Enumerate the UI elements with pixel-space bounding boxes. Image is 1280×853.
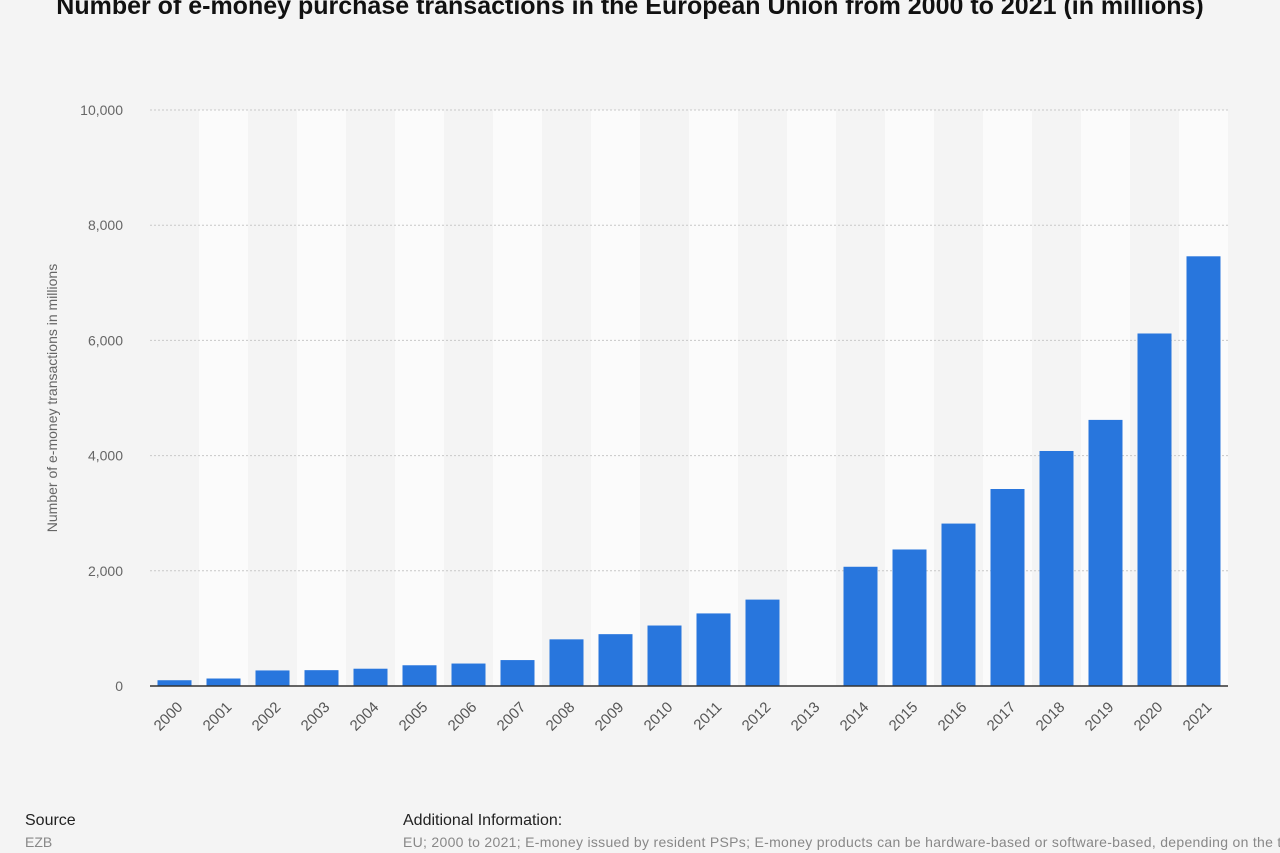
chart-title: Number of e-money purchase transactions … bbox=[56, 0, 1204, 20]
bar-2001 bbox=[206, 678, 241, 686]
x-tick-label: 2020 bbox=[1131, 699, 1167, 735]
y-tick-label: 6,000 bbox=[88, 332, 123, 348]
x-tick-label: 2018 bbox=[1033, 699, 1069, 735]
bar-2019 bbox=[1088, 419, 1123, 686]
y-tick-label: 0 bbox=[115, 678, 123, 694]
y-tick-label: 4,000 bbox=[88, 448, 123, 464]
source-value: EZB bbox=[25, 834, 53, 850]
y-tick-label: 8,000 bbox=[88, 217, 123, 233]
additional-info-label: Additional Information: bbox=[403, 812, 563, 829]
bar-2014 bbox=[843, 566, 878, 686]
bar-2011 bbox=[696, 613, 731, 686]
x-tick-label: 2013 bbox=[788, 699, 824, 735]
bar-2020 bbox=[1137, 333, 1172, 686]
x-tick-label: 2006 bbox=[445, 699, 481, 735]
bar-2007 bbox=[500, 660, 535, 686]
bar-2008 bbox=[549, 639, 584, 686]
x-tick-label: 2010 bbox=[641, 699, 677, 735]
x-tick-label: 2005 bbox=[396, 699, 432, 735]
x-tick-label: 2021 bbox=[1180, 699, 1216, 735]
x-tick-label: 2017 bbox=[984, 699, 1020, 735]
bar-2003 bbox=[304, 670, 339, 686]
y-tick-label: 2,000 bbox=[88, 563, 123, 579]
x-tick-label: 2004 bbox=[347, 699, 383, 735]
bar-2021 bbox=[1186, 256, 1221, 686]
bar-2009 bbox=[598, 634, 633, 686]
bar-2006 bbox=[451, 663, 486, 686]
x-tick-label: 2008 bbox=[543, 699, 579, 735]
x-tick-label: 2009 bbox=[592, 699, 628, 735]
bar-2002 bbox=[255, 670, 290, 686]
bar-2015 bbox=[892, 549, 927, 686]
bar-2012 bbox=[745, 599, 780, 686]
bar-2018 bbox=[1039, 450, 1074, 686]
column-band bbox=[199, 110, 248, 686]
x-tick-label: 2016 bbox=[935, 699, 971, 735]
column-band bbox=[395, 110, 444, 686]
x-tick-label: 2012 bbox=[739, 699, 775, 735]
x-tick-label: 2001 bbox=[200, 699, 236, 735]
additional-info-text: EU; 2000 to 2021; E-money issued by resi… bbox=[403, 834, 1280, 850]
x-tick-label: 2014 bbox=[837, 699, 873, 735]
bar-2004 bbox=[353, 668, 388, 686]
column-band bbox=[493, 110, 542, 686]
bar-2000 bbox=[157, 680, 192, 686]
bar-chart: 0 2,000 4,000 6,000 8,000 10,000 2000 2001 2002 2… bbox=[80, 102, 1228, 735]
x-tick-label: 2000 bbox=[151, 699, 187, 735]
column-band bbox=[787, 110, 836, 686]
x-tick-label: 2011 bbox=[690, 699, 725, 734]
bar-2016 bbox=[941, 523, 976, 686]
column-band bbox=[297, 110, 346, 686]
column-band bbox=[591, 110, 640, 686]
x-tick-label: 2007 bbox=[494, 699, 530, 735]
x-tick-label: 2003 bbox=[298, 699, 334, 735]
bar-2017 bbox=[990, 489, 1025, 686]
x-tick-label: 2015 bbox=[886, 699, 922, 735]
x-tick-label: 2019 bbox=[1082, 699, 1118, 735]
bar-2005 bbox=[402, 665, 437, 686]
y-tick-label: 10,000 bbox=[80, 102, 123, 118]
bar-2010 bbox=[647, 625, 682, 686]
x-tick-label: 2002 bbox=[249, 699, 285, 735]
source-label: Source bbox=[25, 812, 76, 829]
column-band bbox=[689, 110, 738, 686]
